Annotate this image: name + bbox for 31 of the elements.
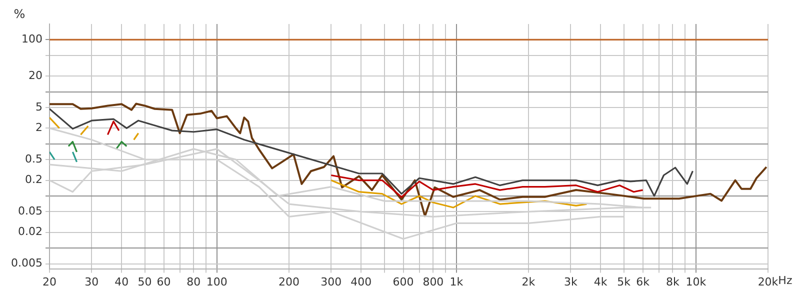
x-tick-label: 4k (594, 275, 608, 288)
x-tick-label: 200 (278, 275, 300, 288)
x-tick-label: 600 (392, 275, 414, 288)
x-tick-label: 2k (522, 275, 536, 288)
x-tick-label: 20k (758, 275, 779, 288)
y-tick-label: 20 (28, 68, 42, 82)
x-tick-label: 80 (186, 275, 201, 288)
y-axis-title: % (14, 7, 26, 22)
x-tick-label: 6k (636, 275, 650, 288)
y-tick-label: 0.005 (10, 256, 42, 270)
y-tick-label: 2 (35, 121, 42, 134)
x-tick-label: 100 (206, 275, 228, 288)
x-tick-label: 1k (450, 275, 464, 288)
x-tick-label: 5k (617, 275, 632, 288)
y-tick-label: 5 (35, 100, 42, 114)
y-tick-label: 100 (21, 32, 42, 46)
x-tick-label: 400 (350, 275, 372, 288)
x-tick-label: 300 (320, 275, 342, 288)
x-tick-label: 60 (156, 275, 171, 288)
x-axis-title: Hz (778, 274, 792, 288)
x-tick-label: 50 (138, 275, 152, 288)
y-tick-label: 0.5 (24, 152, 42, 166)
y-tick-label: 0.02 (18, 225, 42, 238)
x-tick-label: 800 (422, 275, 444, 288)
y-tick-label: 0.05 (18, 204, 42, 218)
y-tick-label: 0.2 (24, 173, 42, 186)
x-tick-label: 40 (114, 275, 129, 288)
x-tick-label: 10k (686, 275, 707, 288)
x-tick-label: 30 (84, 275, 99, 288)
x-tick-label: 8k (666, 275, 680, 288)
x-tick-label: 3k (564, 275, 578, 288)
